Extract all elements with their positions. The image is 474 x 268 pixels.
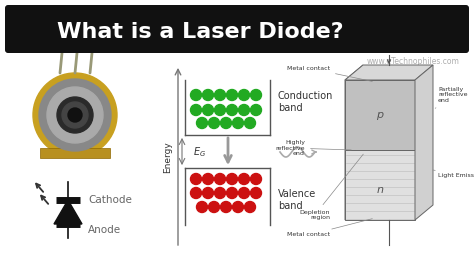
Circle shape (215, 105, 226, 116)
Text: What is a Laser Diode?: What is a Laser Diode? (57, 22, 343, 42)
Text: $E_G$: $E_G$ (193, 145, 206, 159)
Circle shape (245, 202, 255, 213)
Circle shape (238, 188, 249, 199)
Polygon shape (345, 65, 433, 80)
Text: www.eTechnophiles.com: www.eTechnophiles.com (367, 57, 460, 66)
Text: Metal contact: Metal contact (287, 65, 372, 81)
Text: Conduction
band: Conduction band (278, 91, 333, 113)
Circle shape (202, 188, 213, 199)
Circle shape (227, 188, 237, 199)
Circle shape (57, 97, 93, 133)
Circle shape (227, 105, 237, 116)
Polygon shape (345, 80, 415, 150)
Circle shape (233, 117, 244, 128)
Text: What is a Laser Diode?: What is a Laser Diode? (39, 21, 326, 41)
Circle shape (215, 188, 226, 199)
Polygon shape (415, 65, 433, 220)
Circle shape (238, 90, 249, 100)
Circle shape (245, 117, 255, 128)
Circle shape (220, 117, 231, 128)
Circle shape (191, 105, 201, 116)
Circle shape (209, 117, 219, 128)
Text: Current: Current (392, 47, 416, 52)
Circle shape (227, 90, 237, 100)
Text: Metal contact: Metal contact (287, 219, 372, 237)
Circle shape (197, 117, 208, 128)
Text: p: p (376, 110, 383, 120)
Circle shape (227, 173, 237, 184)
Circle shape (250, 105, 262, 116)
Circle shape (39, 79, 111, 151)
Circle shape (238, 173, 249, 184)
Circle shape (220, 202, 231, 213)
FancyBboxPatch shape (5, 5, 469, 53)
Circle shape (250, 173, 262, 184)
Text: Anode: Anode (88, 225, 121, 235)
Text: Depletion
region: Depletion region (300, 154, 363, 220)
Circle shape (250, 90, 262, 100)
Circle shape (191, 173, 201, 184)
Circle shape (33, 73, 117, 157)
Circle shape (191, 188, 201, 199)
Circle shape (191, 90, 201, 100)
Polygon shape (345, 65, 363, 220)
Polygon shape (54, 200, 82, 224)
FancyBboxPatch shape (40, 148, 110, 158)
Circle shape (68, 108, 82, 122)
Circle shape (197, 202, 208, 213)
Circle shape (250, 188, 262, 199)
Text: Valence
band: Valence band (278, 189, 316, 211)
Text: Energy: Energy (164, 141, 173, 173)
Circle shape (233, 202, 244, 213)
Circle shape (202, 105, 213, 116)
Circle shape (202, 90, 213, 100)
Text: Cathode: Cathode (88, 195, 132, 205)
Circle shape (238, 105, 249, 116)
Circle shape (215, 173, 226, 184)
Circle shape (62, 102, 88, 128)
Circle shape (47, 87, 103, 143)
Text: Light Emission: Light Emission (433, 170, 474, 177)
Text: n: n (376, 185, 383, 195)
Circle shape (209, 202, 219, 213)
Text: Highly
reflective
end: Highly reflective end (275, 140, 351, 156)
Text: Partially
reflective
end: Partially reflective end (435, 87, 467, 108)
Circle shape (202, 173, 213, 184)
Polygon shape (345, 150, 415, 220)
Circle shape (215, 90, 226, 100)
